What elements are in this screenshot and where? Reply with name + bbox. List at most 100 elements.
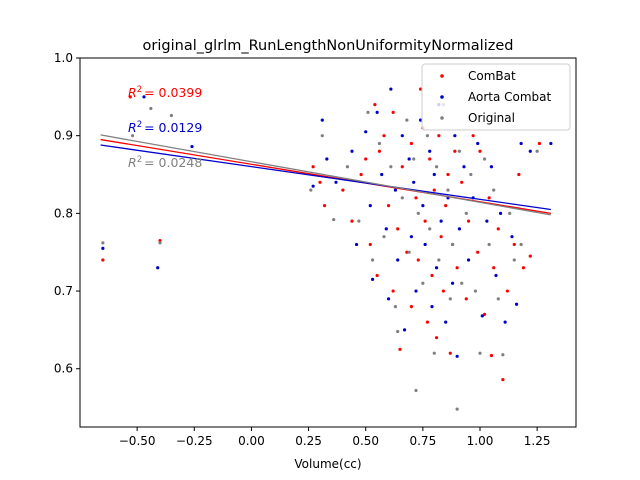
- point-aorta-combat-46: [485, 219, 489, 223]
- point-aorta-combat-3: [190, 144, 194, 149]
- point-combat-1: [128, 95, 132, 99]
- point-combat-55: [505, 289, 510, 293]
- point-combat-10: [368, 242, 372, 247]
- point-original-38: [473, 289, 478, 293]
- point-original-13: [382, 235, 386, 239]
- point-original-7: [332, 217, 336, 222]
- point-aorta-combat-40: [457, 227, 462, 231]
- point-aorta-combat-29: [428, 149, 432, 153]
- point-combat-19: [398, 347, 402, 351]
- point-combat-0: [101, 258, 105, 262]
- point-combat-23: [409, 304, 414, 309]
- point-combat-45: [466, 219, 471, 223]
- point-aorta-combat-48: [494, 273, 498, 278]
- point-original-3: [158, 241, 162, 245]
- point-original-2: [149, 106, 153, 111]
- point-combat-46: [471, 134, 475, 138]
- point-original-24: [425, 134, 430, 138]
- point-combat-33: [434, 336, 439, 340]
- r-squared-annotation-0: R2 = 0.0399: [128, 85, 202, 100]
- point-combat-42: [455, 266, 459, 270]
- point-combat-60: [537, 141, 542, 146]
- point-original-25: [428, 227, 432, 231]
- point-aorta-combat-53: [519, 141, 523, 146]
- point-combat-4: [318, 180, 322, 184]
- r-label: R: [128, 85, 137, 100]
- point-aorta-combat-9: [354, 242, 359, 247]
- r-squared-annotation-2: R2 = 0.0248: [128, 155, 202, 170]
- point-combat-36: [441, 289, 446, 293]
- point-original-44: [501, 353, 505, 357]
- point-combat-35: [439, 235, 443, 239]
- point-aorta-combat-24: [412, 180, 416, 184]
- point-combat-30: [428, 157, 432, 161]
- legend-label-aorta-combat: Aorta Combat: [468, 90, 552, 104]
- point-aorta-combat-1: [142, 95, 146, 99]
- point-aorta-combat-30: [430, 304, 434, 309]
- point-combat-49: [482, 312, 487, 316]
- point-combat-16: [391, 289, 395, 293]
- point-combat-29: [425, 320, 430, 324]
- point-aorta-combat-49: [498, 211, 503, 215]
- point-combat-14: [382, 134, 386, 138]
- fit-line-layer: [100, 134, 551, 216]
- y-tick-label: 0.8: [54, 206, 73, 220]
- y-tick-label: 0.9: [54, 129, 73, 143]
- point-original-6: [320, 134, 324, 138]
- point-combat-53: [496, 227, 500, 231]
- point-aorta-combat-23: [409, 235, 414, 239]
- point-original-1: [130, 134, 135, 138]
- point-combat-51: [489, 353, 494, 358]
- point-combat-21: [405, 250, 409, 254]
- y-tick-label: 0.6: [54, 362, 73, 376]
- point-combat-57: [517, 172, 521, 177]
- point-aorta-combat-0: [101, 246, 105, 250]
- point-aorta-combat-41: [462, 165, 466, 169]
- point-combat-31: [430, 273, 434, 278]
- r-value: = 0.0248: [144, 155, 202, 170]
- x-axis-label: Volume(cc): [294, 457, 361, 471]
- point-combat-18: [396, 227, 400, 231]
- point-aorta-combat-45: [480, 314, 484, 318]
- x-tick-label: −0.50: [119, 434, 156, 448]
- point-combat-9: [364, 157, 368, 161]
- point-combat-38: [446, 172, 450, 177]
- point-original-35: [460, 281, 464, 285]
- r-value: = 0.0129: [144, 120, 202, 135]
- point-combat-25: [416, 258, 420, 262]
- point-aorta-combat-50: [503, 320, 507, 324]
- point-original-34: [457, 149, 462, 153]
- point-original-19: [407, 250, 411, 254]
- point-aorta-combat-13: [375, 110, 379, 114]
- legend-box: [421, 63, 571, 131]
- point-combat-41: [453, 149, 457, 153]
- fit-line-aorta-combat: [100, 144, 551, 211]
- point-aorta-combat-2: [156, 266, 160, 270]
- chart-title: original_glrlm_RunLengthNonUniformityNor…: [143, 38, 514, 54]
- point-combat-39: [448, 351, 452, 355]
- y-tick-label: 0.7: [54, 284, 73, 298]
- point-original-42: [492, 188, 496, 192]
- point-aorta-combat-7: [334, 180, 338, 184]
- point-combat-52: [492, 266, 496, 270]
- legend-marker-combat: [440, 74, 444, 78]
- point-aorta-combat-20: [400, 134, 404, 138]
- point-combat-22: [409, 141, 414, 146]
- point-aorta-combat-51: [510, 235, 514, 239]
- point-aorta-combat-34: [439, 219, 443, 223]
- point-aorta-combat-55: [549, 141, 553, 146]
- point-aorta-combat-10: [364, 130, 368, 134]
- point-combat-43: [460, 180, 464, 184]
- point-original-32: [450, 242, 455, 247]
- point-aorta-combat-18: [393, 188, 398, 192]
- point-aorta-combat-39: [455, 354, 459, 358]
- point-original-27: [434, 165, 439, 169]
- superscript: 2: [137, 120, 142, 130]
- point-aorta-combat-31: [432, 172, 436, 177]
- point-combat-24: [414, 196, 418, 200]
- point-combat-32: [432, 188, 436, 192]
- point-aorta-combat-26: [418, 118, 423, 122]
- point-aorta-combat-54: [528, 149, 532, 153]
- point-combat-15: [386, 204, 391, 208]
- x-axis: −0.50 −0.25 0.00 0.25 0.50 0.75 1.00 1.25: [119, 427, 551, 448]
